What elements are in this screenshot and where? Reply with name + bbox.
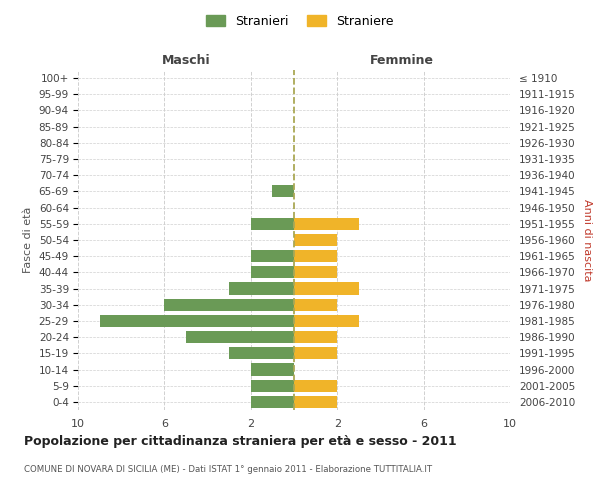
Text: Femmine: Femmine <box>370 54 434 67</box>
Bar <box>251 266 294 278</box>
Bar <box>251 396 294 408</box>
Bar <box>294 396 337 408</box>
Bar <box>100 315 294 327</box>
Bar <box>294 331 337 343</box>
Bar <box>294 348 337 360</box>
Bar <box>294 250 337 262</box>
Legend: Stranieri, Straniere: Stranieri, Straniere <box>203 11 397 32</box>
Text: Maschi: Maschi <box>161 54 211 67</box>
Bar <box>164 298 294 311</box>
Bar <box>229 348 294 360</box>
Bar <box>251 218 294 230</box>
Bar <box>251 380 294 392</box>
Bar <box>186 331 294 343</box>
Bar <box>251 364 294 376</box>
Bar <box>294 315 359 327</box>
Text: Popolazione per cittadinanza straniera per età e sesso - 2011: Popolazione per cittadinanza straniera p… <box>24 435 457 448</box>
Bar <box>294 266 337 278</box>
Bar <box>294 282 359 294</box>
Bar <box>294 218 359 230</box>
Bar <box>294 380 337 392</box>
Y-axis label: Anni di nascita: Anni di nascita <box>583 198 592 281</box>
Bar <box>294 298 337 311</box>
Y-axis label: Fasce di età: Fasce di età <box>23 207 33 273</box>
Bar <box>272 186 294 198</box>
Bar <box>229 282 294 294</box>
Bar <box>294 234 337 246</box>
Bar <box>251 250 294 262</box>
Text: COMUNE DI NOVARA DI SICILIA (ME) - Dati ISTAT 1° gennaio 2011 - Elaborazione TUT: COMUNE DI NOVARA DI SICILIA (ME) - Dati … <box>24 465 432 474</box>
